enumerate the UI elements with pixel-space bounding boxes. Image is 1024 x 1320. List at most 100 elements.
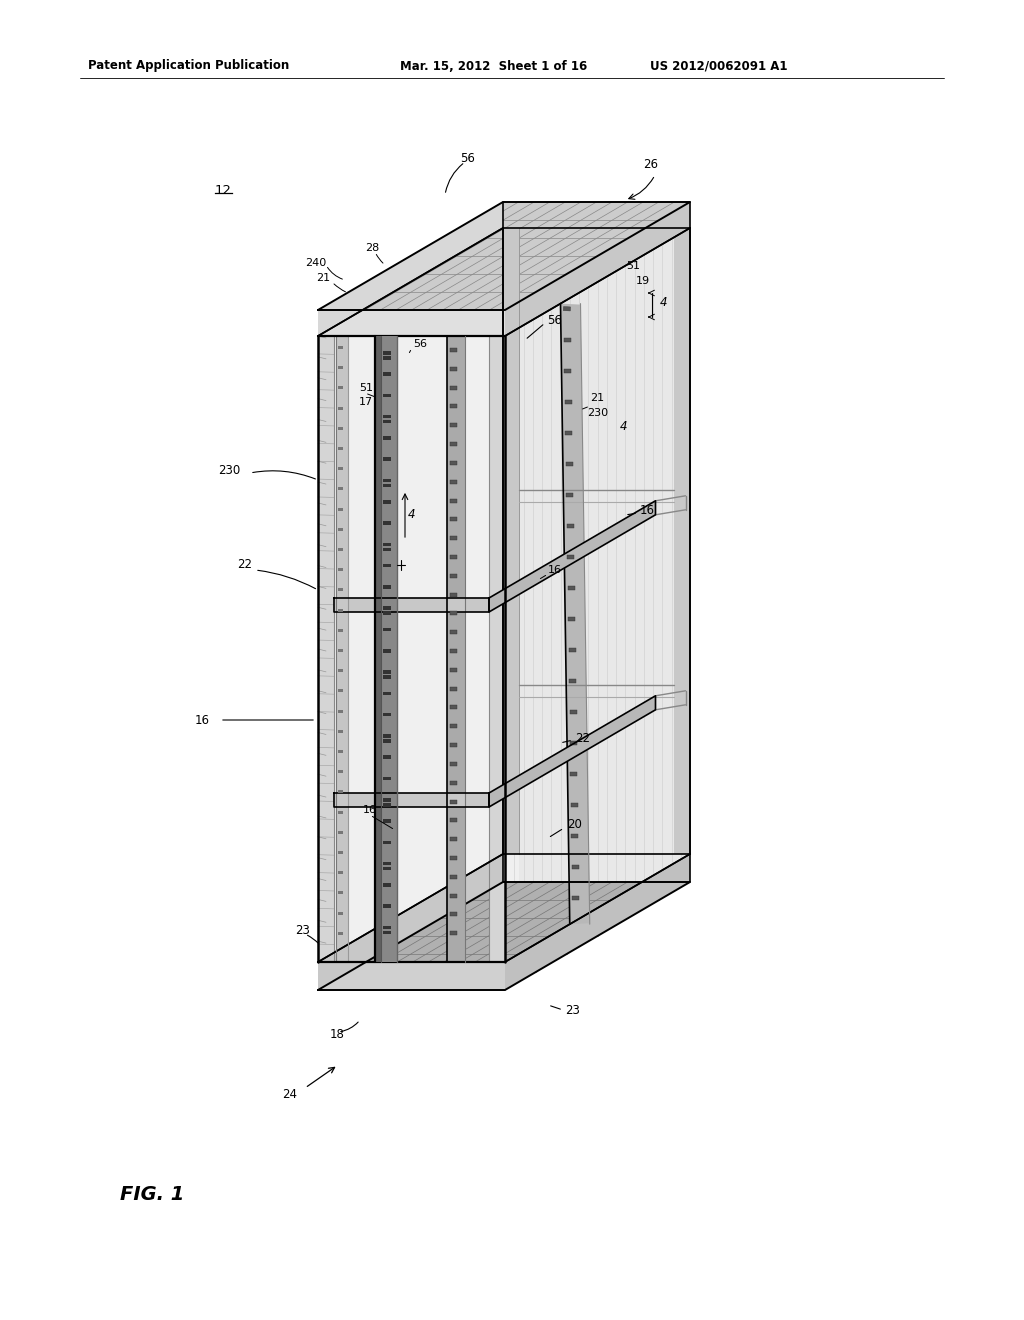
Text: 28: 28 (365, 243, 379, 253)
Polygon shape (505, 202, 690, 337)
Bar (383, 676, 391, 678)
Text: 56: 56 (547, 314, 562, 326)
Bar (450, 875, 457, 879)
Bar (450, 424, 457, 428)
Polygon shape (334, 337, 519, 962)
Bar (450, 404, 457, 408)
Polygon shape (560, 304, 590, 924)
Polygon shape (489, 337, 505, 962)
Bar (450, 479, 457, 483)
Bar (338, 770, 343, 774)
Bar (338, 932, 343, 935)
Text: 16: 16 (195, 714, 210, 726)
Polygon shape (318, 202, 503, 337)
Bar (563, 306, 570, 312)
Bar (383, 755, 391, 759)
Bar (338, 730, 343, 733)
Text: 16: 16 (548, 565, 562, 576)
Bar (568, 616, 575, 620)
Text: 26: 26 (643, 158, 658, 172)
Bar (450, 855, 457, 859)
Polygon shape (334, 598, 489, 612)
Text: 56: 56 (461, 152, 475, 165)
Text: 4: 4 (660, 296, 668, 309)
Bar (450, 611, 457, 615)
Bar (383, 611, 391, 615)
Text: Patent Application Publication: Patent Application Publication (88, 59, 289, 73)
Bar (383, 458, 391, 461)
Bar (450, 649, 457, 653)
Bar (450, 800, 457, 804)
Bar (566, 462, 572, 466)
Bar (383, 548, 391, 550)
Text: 23: 23 (295, 924, 310, 936)
Text: 22: 22 (237, 558, 252, 572)
Bar (450, 499, 457, 503)
Text: 17: 17 (359, 397, 373, 407)
Bar (383, 820, 391, 822)
Bar (383, 356, 391, 359)
Text: US 2012/0062091 A1: US 2012/0062091 A1 (650, 59, 787, 73)
Text: 16: 16 (640, 503, 655, 516)
Polygon shape (318, 337, 334, 962)
Text: 240: 240 (305, 257, 326, 268)
Bar (450, 931, 457, 935)
Polygon shape (318, 882, 690, 990)
Bar (383, 649, 391, 652)
Text: 22: 22 (575, 731, 590, 744)
Bar (383, 931, 391, 935)
Text: 21: 21 (315, 273, 330, 282)
Polygon shape (334, 793, 489, 807)
Bar (383, 867, 391, 870)
Bar (338, 487, 343, 491)
Text: FIG. 1: FIG. 1 (120, 1185, 184, 1204)
Bar (571, 834, 579, 838)
Bar (383, 606, 391, 610)
Polygon shape (489, 500, 655, 612)
Bar (567, 586, 574, 590)
Polygon shape (505, 854, 690, 990)
Bar (450, 668, 457, 672)
Bar (383, 739, 391, 743)
Bar (338, 568, 343, 572)
Bar (338, 548, 343, 550)
Bar (450, 517, 457, 521)
Text: 20: 20 (567, 818, 582, 832)
Polygon shape (318, 854, 503, 990)
Bar (383, 372, 391, 376)
Bar (383, 585, 391, 589)
Bar (338, 649, 343, 652)
Bar (338, 810, 343, 813)
Bar (567, 554, 574, 558)
Bar (338, 750, 343, 752)
Text: 23: 23 (565, 1003, 580, 1016)
Bar (450, 686, 457, 690)
Bar (450, 743, 457, 747)
Bar (565, 400, 571, 404)
Bar (450, 705, 457, 709)
Bar (568, 648, 575, 652)
Text: 230: 230 (587, 408, 608, 418)
Bar (383, 799, 391, 801)
Bar (338, 387, 343, 389)
Bar (450, 762, 457, 766)
Bar (338, 447, 343, 450)
Bar (383, 883, 391, 887)
Bar (338, 528, 343, 531)
Bar (450, 780, 457, 784)
Bar (572, 896, 580, 900)
Bar (338, 851, 343, 854)
Bar (383, 351, 391, 355)
Text: 51: 51 (359, 383, 373, 393)
Text: 24: 24 (282, 1089, 297, 1101)
Bar (450, 348, 457, 352)
Bar (566, 524, 573, 528)
Bar (450, 461, 457, 465)
Bar (383, 692, 391, 696)
Text: 4: 4 (408, 508, 416, 521)
Bar (338, 407, 343, 409)
Bar (383, 841, 391, 843)
Text: 18: 18 (330, 1028, 345, 1041)
Text: 19: 19 (636, 276, 650, 286)
Text: 51: 51 (626, 261, 640, 271)
